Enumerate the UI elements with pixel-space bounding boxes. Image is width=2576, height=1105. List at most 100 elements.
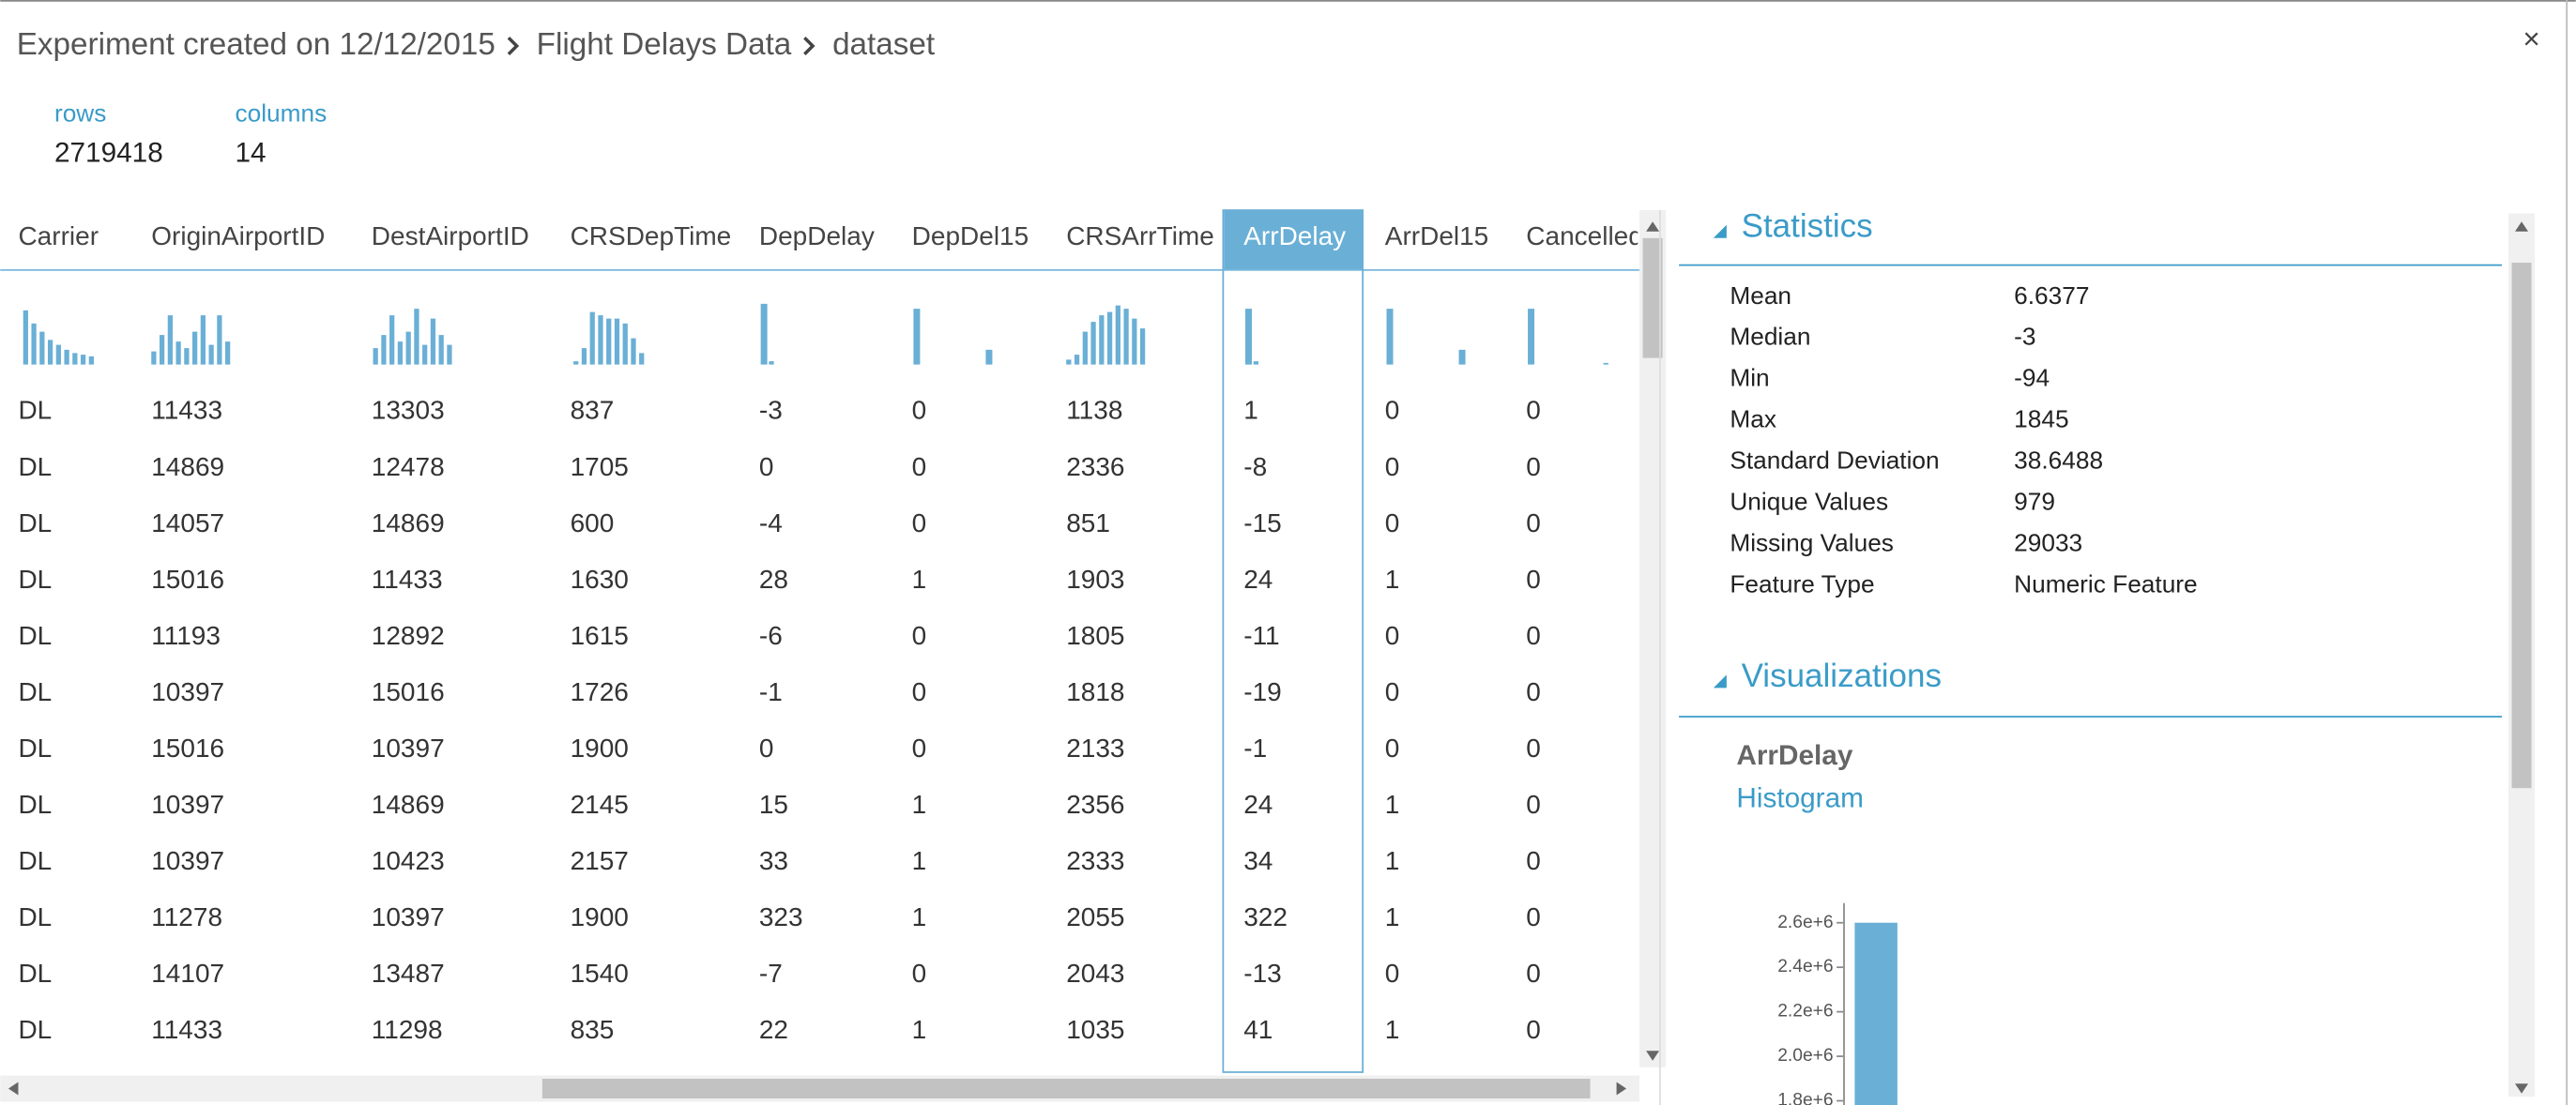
stat-value: 979	[2014, 487, 2055, 515]
collapse-icon[interactable]	[1713, 224, 1727, 238]
table-cell: -1	[1243, 734, 1267, 763]
table-cell: 1	[1243, 396, 1258, 425]
table-cell: 1726	[571, 677, 629, 706]
breadcrumb-item[interactable]: Experiment created on 12/12/2015	[17, 27, 495, 62]
table-cell: 41	[1243, 1015, 1273, 1044]
stat-label: Missing Values	[1730, 528, 1894, 556]
table-cell: 15	[759, 790, 788, 819]
column-header[interactable]: ArrDel15	[1385, 221, 1488, 250]
table-cell: 15016	[151, 734, 224, 763]
chart-type-link[interactable]: Histogram	[1736, 782, 1864, 813]
section-title[interactable]: Statistics	[1742, 208, 1873, 245]
table-cell: 10397	[372, 902, 445, 931]
table-cell: DL	[18, 452, 52, 481]
table-cell: 1540	[571, 959, 629, 988]
breadcrumb-item[interactable]: Flight Delays Data	[537, 27, 792, 62]
table-cell: DL	[18, 508, 52, 537]
table-cell: 0	[1385, 396, 1400, 425]
column-header[interactable]: Cancelled	[1526, 221, 1643, 250]
breadcrumb-separator	[803, 37, 815, 55]
table-cell: 2043	[1066, 959, 1124, 988]
mini-histogram	[573, 311, 645, 365]
table-cell: 1818	[1066, 677, 1124, 706]
table-cell: 0	[1385, 959, 1400, 988]
table-cell: 2333	[1066, 846, 1124, 875]
table-cell: 24	[1243, 565, 1273, 594]
table-cell: 14057	[151, 508, 224, 537]
table-cell: DL	[18, 959, 52, 988]
column-header[interactable]: CRSDepTime	[571, 221, 732, 250]
table-cell: 1138	[1066, 396, 1122, 425]
y-tick-label: 2.6e+6	[1777, 913, 1833, 932]
stat-value: 29033	[2014, 528, 2082, 556]
table-cell: 0	[1526, 846, 1541, 875]
mini-histogram	[760, 303, 774, 365]
column-header[interactable]: DepDelay	[759, 221, 875, 250]
scroll-thumb[interactable]	[1642, 237, 1663, 358]
table-cell: 0	[1385, 452, 1400, 481]
table-cell: 15016	[372, 677, 445, 706]
section-title[interactable]: Visualizations	[1742, 658, 1942, 694]
table-cell: -11	[1243, 621, 1279, 650]
table-cell: 0	[759, 452, 774, 481]
table-cell: 34	[1243, 846, 1273, 875]
table-cell: -7	[759, 959, 783, 988]
table-cell: -8	[1243, 452, 1267, 481]
column-header[interactable]: Carrier	[18, 221, 99, 250]
close-button[interactable]: ×	[2523, 22, 2539, 55]
table-cell: 0	[1526, 565, 1541, 594]
table-cell: 1	[912, 846, 927, 875]
table-cell: DL	[18, 565, 52, 594]
column-header[interactable]: DestAirportID	[372, 221, 529, 250]
table-cell: 11433	[372, 565, 443, 594]
table-cell: 835	[571, 1015, 615, 1044]
collapse-icon[interactable]	[1713, 674, 1727, 689]
stat-value: 38.6488	[2014, 446, 2103, 474]
table-cell: 1	[1385, 846, 1400, 875]
table-cell: 10397	[151, 677, 224, 706]
mini-histogram	[1244, 309, 1258, 365]
mini-histogram	[151, 315, 231, 365]
column-header[interactable]: DepDel15	[912, 221, 1029, 250]
mini-histogram	[1386, 309, 1466, 365]
table-cell: 323	[759, 902, 803, 931]
mini-histogram	[1066, 305, 1146, 365]
summary-value: 2719418	[54, 137, 163, 168]
table-cell: 11433	[151, 1015, 222, 1044]
selected-column-header	[1224, 210, 1364, 270]
table-cell: 0	[912, 621, 927, 650]
stat-label: Max	[1730, 405, 1776, 433]
table-cell: 13303	[372, 396, 445, 425]
column-header[interactable]: CRSArrTime	[1066, 221, 1214, 250]
table-cell: 851	[1066, 508, 1110, 537]
table-cell: DL	[18, 396, 52, 425]
stat-value: -3	[2014, 323, 2035, 351]
y-tick-label: 1.8e+6	[1777, 1091, 1833, 1105]
table-cell: DL	[18, 1015, 52, 1044]
table-cell: 0	[1385, 677, 1400, 706]
table-cell: DL	[18, 846, 52, 875]
table-cell: 14869	[372, 508, 445, 537]
column-header[interactable]: OriginAirportID	[151, 221, 325, 250]
stat-label: Min	[1730, 364, 1769, 392]
table-cell: 2336	[1066, 452, 1124, 481]
breadcrumb-separator	[507, 37, 520, 55]
table-cell: -15	[1243, 508, 1281, 537]
mini-histogram	[23, 310, 94, 365]
column-header[interactable]: ArrDelay	[1243, 221, 1346, 250]
scroll-thumb[interactable]	[2511, 263, 2532, 789]
table-cell: 1	[1385, 565, 1400, 594]
table-cell: 2145	[571, 790, 629, 819]
table-cell: 0	[912, 396, 927, 425]
table-cell: -19	[1243, 677, 1281, 706]
table-cell: 10397	[372, 734, 445, 763]
table-cell: 0	[1385, 508, 1400, 537]
table-cell: 14869	[151, 452, 224, 481]
table-cell: 837	[571, 396, 615, 425]
table-cell: 1805	[1066, 621, 1124, 650]
scroll-thumb[interactable]	[541, 1078, 1591, 1098]
table-cell: 0	[912, 734, 927, 763]
stat-label: Median	[1730, 323, 1810, 351]
histogram-bar	[1854, 922, 1898, 1105]
